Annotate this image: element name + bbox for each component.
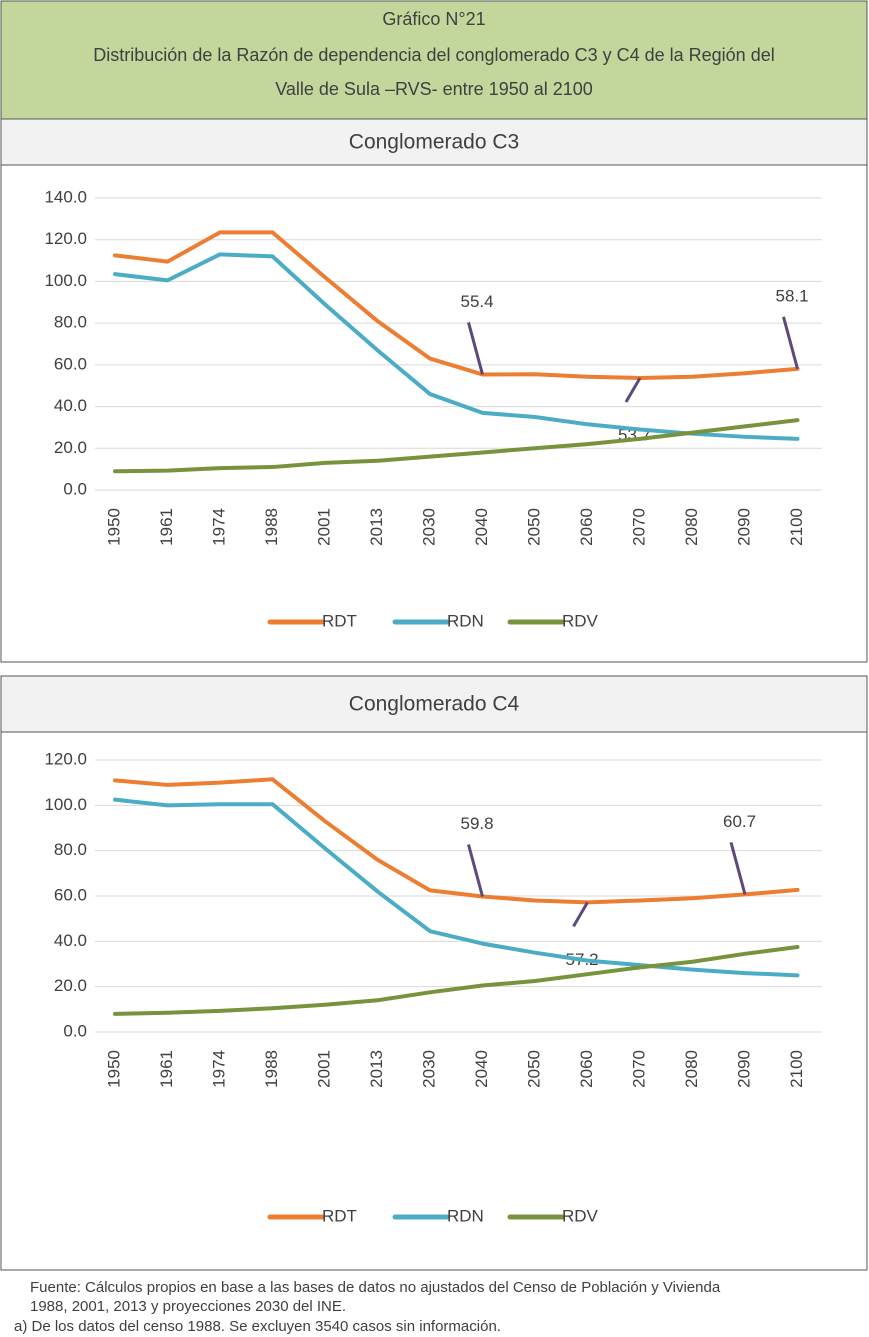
x-tick-label: 2030: [419, 1050, 438, 1088]
x-tick-label: 2080: [682, 1050, 701, 1088]
series-line: [113, 797, 800, 978]
data-label: 59.8: [461, 814, 494, 833]
x-tick-label: 2060: [577, 1050, 596, 1088]
label-leader: [467, 844, 484, 897]
series-line: [113, 230, 800, 380]
y-tick-label: 80.0: [54, 313, 87, 332]
y-tick-label: 100.0: [44, 795, 87, 814]
series-line: [113, 418, 800, 474]
series-line: [113, 945, 800, 1016]
footer-note: Fuente: Cálculos propios en base a las b…: [30, 1279, 721, 1296]
x-tick-label: 1950: [104, 508, 123, 546]
data-label: 55.4: [461, 292, 494, 311]
x-tick-label: 2090: [734, 508, 753, 546]
legend-label: RDT: [322, 1206, 357, 1225]
x-tick-label: 2070: [629, 508, 648, 546]
x-tick-label: 1974: [209, 508, 228, 546]
footer-note: a) De los datos del censo 1988. Se exclu…: [14, 1318, 501, 1335]
label-leader: [572, 901, 589, 928]
panel: [0, 164, 868, 663]
footer-note: 1988, 2001, 2013 y proyecciones 2030 del…: [30, 1298, 346, 1315]
panel: [0, 731, 868, 1271]
header-title: Gráfico N°21: [382, 9, 485, 29]
label-leader: [782, 316, 799, 370]
legend-label: RDT: [322, 611, 357, 630]
x-tick-label: 2080: [682, 508, 701, 546]
x-tick-label: 2030: [419, 508, 438, 546]
legend-label: RDV: [562, 611, 599, 630]
y-tick-label: 60.0: [54, 885, 87, 904]
panel-header: [0, 675, 868, 733]
x-tick-label: 2100: [787, 1050, 806, 1088]
header-subtitle: Distribución de la Razón de dependencia …: [93, 45, 774, 65]
x-tick-label: 2050: [524, 1050, 543, 1088]
y-tick-label: 20.0: [54, 438, 87, 457]
y-tick-label: 100.0: [44, 271, 87, 290]
x-tick-label: 2100: [787, 508, 806, 546]
x-tick-label: 1988: [262, 508, 281, 546]
y-tick-label: 40.0: [54, 396, 87, 415]
y-tick-label: 140.0: [44, 187, 87, 206]
y-tick-label: 60.0: [54, 354, 87, 373]
header-box: [0, 0, 868, 120]
y-tick-label: 0.0: [63, 1021, 87, 1040]
label-leader: [467, 322, 484, 375]
y-tick-label: 20.0: [54, 976, 87, 995]
chart-title: Conglomerado C3: [349, 131, 519, 154]
x-tick-label: 1961: [157, 1050, 176, 1088]
data-label: 60.7: [723, 812, 756, 831]
x-tick-label: 2040: [472, 1050, 491, 1088]
y-tick-label: 120.0: [44, 749, 87, 768]
x-tick-label: 1988: [262, 1050, 281, 1088]
label-leader: [729, 842, 747, 895]
x-tick-label: 2050: [524, 508, 543, 546]
label-leader: [624, 377, 642, 403]
x-tick-label: 1974: [209, 1050, 228, 1088]
x-tick-label: 2001: [314, 508, 333, 546]
x-tick-label: 2090: [734, 1050, 753, 1088]
series-line: [113, 777, 800, 905]
legend-label: RDN: [447, 611, 484, 630]
y-tick-label: 80.0: [54, 840, 87, 859]
header-subtitle: Valle de Sula –RVS- entre 1950 al 2100: [275, 79, 593, 99]
chart-title: Conglomerado C4: [349, 693, 520, 716]
panel-header: [0, 118, 868, 166]
data-label: 58.1: [776, 286, 809, 305]
x-tick-label: 2040: [472, 508, 491, 546]
y-tick-label: 0.0: [63, 479, 87, 498]
x-tick-label: 1950: [104, 1050, 123, 1088]
x-tick-label: 2001: [314, 1050, 333, 1088]
y-tick-label: 120.0: [44, 229, 87, 248]
x-tick-label: 2070: [629, 1050, 648, 1088]
x-tick-label: 2013: [367, 508, 386, 546]
legend-label: RDN: [447, 1206, 484, 1225]
x-tick-label: 2013: [367, 1050, 386, 1088]
x-tick-label: 1961: [157, 508, 176, 546]
x-tick-label: 2060: [577, 508, 596, 546]
y-tick-label: 40.0: [54, 931, 87, 950]
legend-label: RDV: [562, 1206, 599, 1225]
